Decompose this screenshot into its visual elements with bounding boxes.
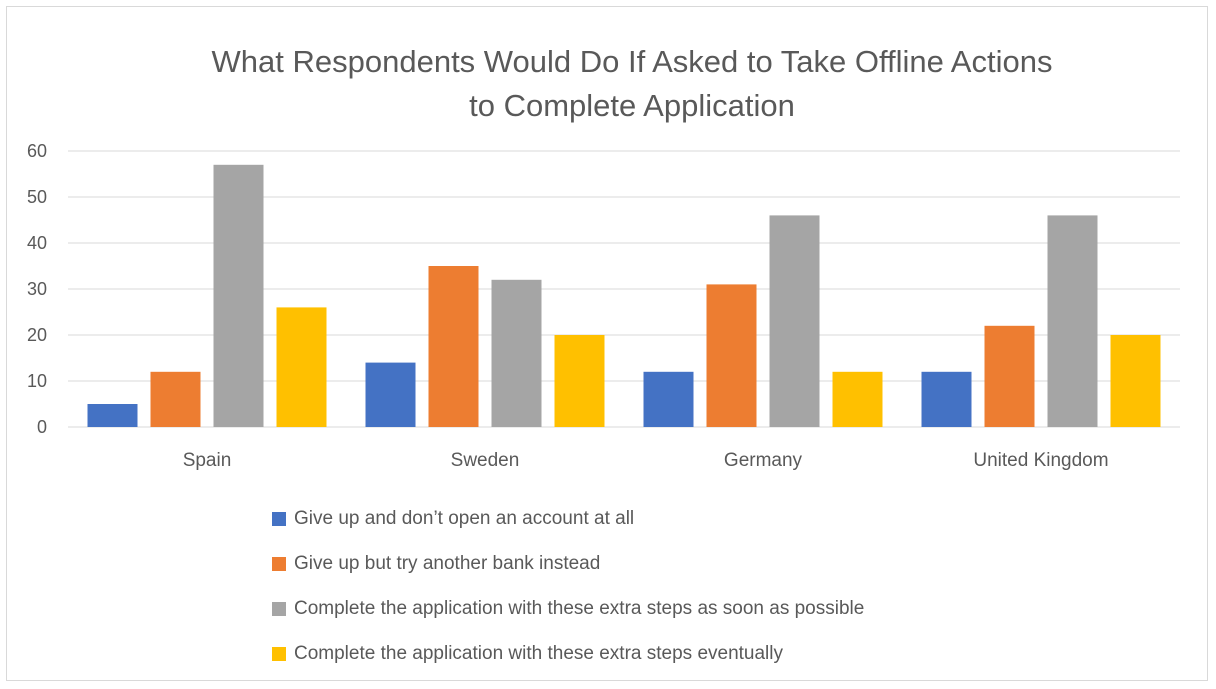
- category-label: Sweden: [451, 450, 520, 471]
- legend-swatch: [272, 601, 286, 616]
- legend-item-another-bank: Give up but try another bank instead: [272, 541, 864, 586]
- chart-title-line-2: to Complete Application: [469, 88, 795, 123]
- y-tick-label: 10: [27, 371, 47, 391]
- bar: [87, 404, 138, 427]
- category-label: Germany: [724, 450, 803, 471]
- bar: [213, 164, 264, 428]
- legend-swatch: [272, 511, 286, 526]
- legend-label: Give up and don’t open an account at all: [294, 507, 635, 529]
- bar: [921, 371, 972, 427]
- bar: [554, 335, 605, 427]
- bar: [984, 325, 1035, 427]
- bar: [276, 307, 327, 427]
- bar: [769, 215, 820, 427]
- chart-title: What Respondents Would Do If Asked to Ta…: [0, 40, 1216, 128]
- y-tick-label: 50: [27, 187, 47, 207]
- legend-swatch: [272, 646, 286, 661]
- bar: [1047, 215, 1098, 427]
- legend-label: Give up but try another bank instead: [294, 552, 601, 574]
- bar: [832, 371, 883, 427]
- y-tick-label: 30: [27, 279, 47, 299]
- y-tick-label: 0: [37, 417, 47, 437]
- category-label: United Kingdom: [973, 450, 1108, 471]
- bars: [87, 164, 1161, 428]
- legend-item-give-up: Give up and don’t open an account at all: [272, 496, 864, 541]
- bar: [706, 284, 757, 427]
- x-axis-categories: Spain Sweden Germany United Kingdom: [183, 450, 1109, 471]
- legend: Give up and don’t open an account at all…: [272, 496, 864, 676]
- legend-item-asap: Complete the application with these extr…: [272, 586, 864, 631]
- category-label: Spain: [183, 450, 232, 471]
- bar: [428, 266, 479, 427]
- legend-item-eventually: Complete the application with these extr…: [272, 631, 864, 676]
- y-axis-ticks: 0 10 20 30 40 50 60: [27, 141, 47, 437]
- y-tick-label: 20: [27, 325, 47, 345]
- y-tick-label: 40: [27, 233, 47, 253]
- legend-label: Complete the application with these extr…: [294, 597, 865, 619]
- legend-label: Complete the application with these extr…: [294, 642, 783, 664]
- bar: [491, 279, 542, 427]
- legend-swatch: [272, 556, 286, 571]
- chart-title-line-1: What Respondents Would Do If Asked to Ta…: [211, 44, 1053, 79]
- bar: [643, 371, 694, 427]
- bar: [1110, 335, 1161, 427]
- y-tick-label: 60: [27, 141, 47, 161]
- bar: [150, 371, 201, 427]
- bar: [365, 362, 416, 427]
